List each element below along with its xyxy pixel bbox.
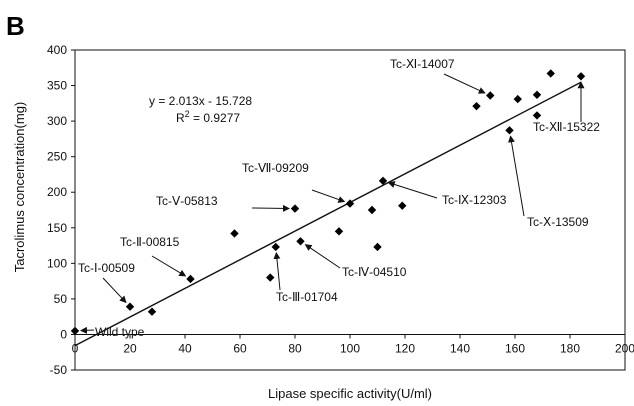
annotation-arrow	[387, 181, 438, 199]
y-tick-label: 400	[47, 43, 67, 57]
equation-text: y = 2.013x - 15.728	[149, 94, 252, 108]
data-point	[296, 237, 305, 246]
annotation-arrow	[304, 244, 341, 269]
annotation-label: Tc-Ⅴ-05813	[156, 194, 218, 208]
r-squared-text: R2 = 0.9277	[176, 109, 240, 125]
annotation-label: Tc-Ⅱ-00815	[120, 235, 180, 249]
data-point	[290, 204, 300, 213]
x-tick-label: 160	[505, 341, 525, 355]
x-tick-label: 60	[233, 341, 247, 355]
x-tick-label: 120	[395, 341, 415, 355]
panel-label: B	[6, 11, 25, 41]
annotation-label: Tc-Ⅳ-04510	[342, 265, 407, 279]
data-point	[546, 69, 555, 78]
annotation-label: Wild type	[95, 325, 145, 339]
x-tick-label: 40	[178, 341, 192, 355]
data-point	[230, 229, 239, 238]
data-point	[398, 201, 407, 210]
r-squared-exponent: 2	[185, 109, 190, 119]
y-axis-title: Tacrolimus concentration(mg)	[12, 102, 27, 273]
annotation-label: Tc-Ⅻ-15322	[533, 120, 600, 134]
y-tick-label: -50	[50, 363, 68, 377]
y-tick-label: 250	[47, 150, 67, 164]
annotation-arrow	[443, 73, 486, 94]
r-squared-value: = 0.9277	[190, 111, 241, 125]
annotation-arrow	[508, 135, 525, 217]
x-tick-label: 100	[340, 341, 360, 355]
x-tick-label: 0	[72, 341, 79, 355]
y-tick-label: 150	[47, 221, 67, 235]
annotation-label: Tc-Ⅶ-09209	[242, 161, 309, 175]
r-squared-symbol: R	[176, 111, 185, 125]
trendline	[74, 81, 582, 347]
y-tick-label: 200	[47, 185, 67, 199]
data-point	[486, 91, 495, 100]
trendline-equation: y = 2.013x - 15.728 R2 = 0.9277	[149, 94, 252, 125]
annotation-label: Tc-Ⅲ-01704	[276, 290, 338, 304]
y-tick-label: 0	[60, 327, 67, 341]
annotation-arrow	[311, 189, 346, 203]
annotation-arrow	[273, 251, 281, 291]
annotation-arrow	[151, 255, 187, 277]
annotation-label: Tc-Ⅺ-14007	[390, 57, 455, 71]
plot-area: -50 0 50 100 150 200 250 300 350 400 0 20 40 60 80 100 1…	[47, 43, 634, 377]
data-point	[532, 90, 542, 99]
data-point	[266, 273, 275, 282]
annotation-label: Tc-Ⅸ-12303	[442, 193, 507, 207]
y-tick-label: 50	[54, 292, 68, 306]
annotation-arrow	[102, 277, 127, 304]
data-point	[271, 242, 280, 252]
data-point	[334, 227, 344, 236]
x-tick-label: 200	[615, 341, 634, 355]
data-point	[576, 72, 586, 81]
data-point	[367, 205, 377, 215]
x-tick-label: 20	[123, 341, 137, 355]
y-tick-label: 350	[47, 79, 67, 93]
data-point	[147, 307, 157, 316]
x-tick-label: 80	[288, 341, 302, 355]
data-point	[472, 101, 481, 111]
y-tick-label: 100	[47, 256, 67, 270]
x-axis-title: Lipase specific activity(U/ml)	[268, 386, 432, 401]
data-point	[532, 111, 542, 120]
x-tick-label: 140	[450, 341, 470, 355]
data-point	[186, 274, 195, 284]
annotation-label: Tc-Ⅹ-13509	[527, 215, 589, 229]
data-point	[513, 94, 522, 104]
annotation-arrow	[79, 326, 95, 334]
annotation-label: Tc-Ⅰ-00509	[78, 261, 135, 275]
data-point	[373, 242, 382, 252]
data-point	[378, 176, 388, 186]
data-point	[505, 126, 514, 135]
data-point	[70, 326, 80, 336]
data-point	[345, 199, 355, 208]
plot-frame	[74, 49, 626, 371]
y-tick-label: 300	[47, 114, 67, 128]
data-point	[125, 302, 135, 311]
x-tick-label: 180	[560, 341, 580, 355]
